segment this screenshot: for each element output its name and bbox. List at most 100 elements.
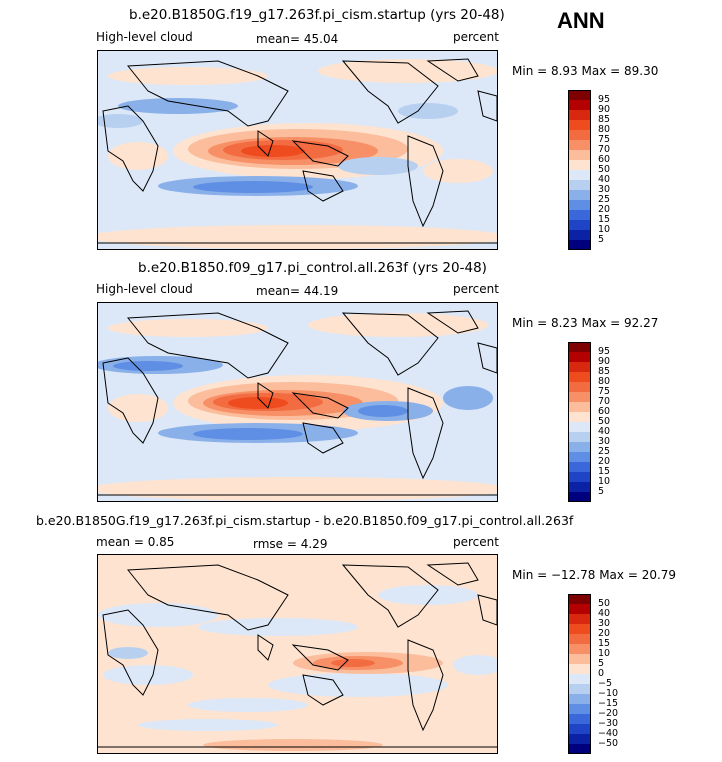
- panel-1-colorbar: 95 90 85 80 75 70 60 50 40 30 25 20 15 1…: [568, 90, 628, 250]
- colorbar-cell: [568, 644, 591, 654]
- panel-3-mean: mean = 0.85: [96, 535, 175, 549]
- colorbar-cell: [568, 462, 591, 472]
- colorbar-label: −10: [598, 688, 619, 699]
- colorbar-cell: [568, 120, 591, 130]
- colorbar-cell: [568, 492, 591, 502]
- colorbar-cell: [568, 342, 591, 352]
- colorbar-label: 5: [598, 234, 605, 245]
- colorbar-label: 10: [598, 224, 611, 235]
- colorbar-cell: [568, 724, 591, 734]
- colorbar-cell: [568, 200, 591, 210]
- panel-1-mean: mean= 45.04: [256, 32, 339, 46]
- panel-3-units: percent: [453, 535, 499, 549]
- season-label: ANN: [557, 8, 605, 33]
- colorbar-label: 5: [598, 658, 605, 669]
- colorbar-label: 80: [598, 124, 611, 135]
- colorbar-label: 25: [598, 194, 611, 205]
- panel-2-units: percent: [453, 282, 499, 296]
- panel-1-variable: High-level cloud: [96, 30, 193, 44]
- colorbar-cell: [568, 362, 591, 372]
- colorbar-cell: [568, 210, 591, 220]
- colorbar-cell: [568, 452, 591, 462]
- panel-3-title: b.e20.B1850G.f19_g17.263f.pi_cism.startu…: [36, 513, 574, 528]
- colorbar-label: 50: [598, 416, 611, 427]
- colorbar-label: 90: [598, 356, 611, 367]
- panel-1-units: percent: [453, 30, 499, 44]
- colorbar-cell: [568, 100, 591, 110]
- panel-2-minmax: Min = 8.23 Max = 92.27: [512, 316, 659, 330]
- panel-3-minmax: Min = −12.78 Max = 20.79: [512, 568, 677, 582]
- colorbar-label: −30: [598, 718, 619, 729]
- colorbar-cell: [568, 654, 591, 664]
- colorbar-cell: [568, 734, 591, 744]
- colorbar-cell: [568, 432, 591, 442]
- colorbar-cell: [568, 402, 591, 412]
- colorbar-label: 20: [598, 456, 611, 467]
- colorbar-label: 15: [598, 466, 611, 477]
- colorbar-cell: [568, 180, 591, 190]
- colorbar-cell: [568, 694, 591, 704]
- panel-2-title: b.e20.B1850.f09_g17.pi_control.all.263f …: [138, 260, 487, 276]
- colorbar-label: 90: [598, 104, 611, 115]
- colorbar-label: 75: [598, 386, 611, 397]
- colorbar-label: 50: [598, 598, 611, 609]
- colorbar-cell: [568, 482, 591, 492]
- colorbar-cell: [568, 382, 591, 392]
- panel-1-map: [97, 50, 498, 250]
- colorbar-label: 10: [598, 476, 611, 487]
- colorbar-cell: [568, 170, 591, 180]
- colorbar-cell: [568, 240, 591, 250]
- colorbar-cell: [568, 684, 591, 694]
- colorbar-label: 95: [598, 346, 611, 357]
- colorbar-cell: [568, 624, 591, 634]
- panel-1-contour-plot: [98, 51, 497, 249]
- colorbar-label: 5: [598, 486, 605, 497]
- colorbar-label: 30: [598, 436, 611, 447]
- colorbar-label: 15: [598, 638, 611, 649]
- panel-1-title: b.e20.B1850G.f19_g17.263f.pi_cism.startu…: [129, 7, 505, 23]
- colorbar-cell: [568, 412, 591, 422]
- colorbar-cell: [568, 140, 591, 150]
- colorbar-label: 95: [598, 94, 611, 105]
- colorbar-label: 60: [598, 406, 611, 417]
- colorbar-cell: [568, 594, 591, 604]
- colorbar-label: 20: [598, 628, 611, 639]
- colorbar-label: −40: [598, 728, 619, 739]
- colorbar-cell: [568, 634, 591, 644]
- colorbar-cell: [568, 220, 591, 230]
- colorbar-cell: [568, 714, 591, 724]
- colorbar-label: 70: [598, 144, 611, 155]
- colorbar-cell: [568, 442, 591, 452]
- colorbar-label: −20: [598, 708, 619, 719]
- colorbar-label: 40: [598, 608, 611, 619]
- colorbar-label: −15: [598, 698, 619, 709]
- colorbar-cell: [568, 674, 591, 684]
- colorbar-cell: [568, 744, 591, 754]
- colorbar-cell: [568, 614, 591, 624]
- colorbar-label: 10: [598, 648, 611, 659]
- colorbar-cell: [568, 472, 591, 482]
- colorbar-label: 85: [598, 114, 611, 125]
- panel-3-colorbar: 50 40 30 20 15 10 5 0 −5 −10 −15 −20 −30…: [568, 594, 628, 754]
- panel-2-mean: mean= 44.19: [256, 284, 339, 298]
- colorbar-cell: [568, 704, 591, 714]
- colorbar-label: 25: [598, 446, 611, 457]
- colorbar-label: −50: [598, 738, 619, 749]
- colorbar-cell: [568, 150, 591, 160]
- colorbar-label: 0: [598, 668, 605, 679]
- colorbar-label: 20: [598, 204, 611, 215]
- colorbar-label: 40: [598, 426, 611, 437]
- panel-3-rmse: rmse = 4.29: [253, 537, 328, 551]
- panel-2-variable: High-level cloud: [96, 282, 193, 296]
- panel-2-colorbar: 95 90 85 80 75 70 60 50 40 30 25 20 15 1…: [568, 342, 628, 502]
- colorbar-cell: [568, 90, 591, 100]
- colorbar-cell: [568, 372, 591, 382]
- panel-3-contour-plot: [98, 555, 497, 753]
- colorbar-cell: [568, 160, 591, 170]
- colorbar-cell: [568, 110, 591, 120]
- colorbar-cell: [568, 352, 591, 362]
- colorbar-cell: [568, 130, 591, 140]
- colorbar-label: −5: [598, 678, 613, 689]
- colorbar-cell: [568, 422, 591, 432]
- colorbar-cell: [568, 664, 591, 674]
